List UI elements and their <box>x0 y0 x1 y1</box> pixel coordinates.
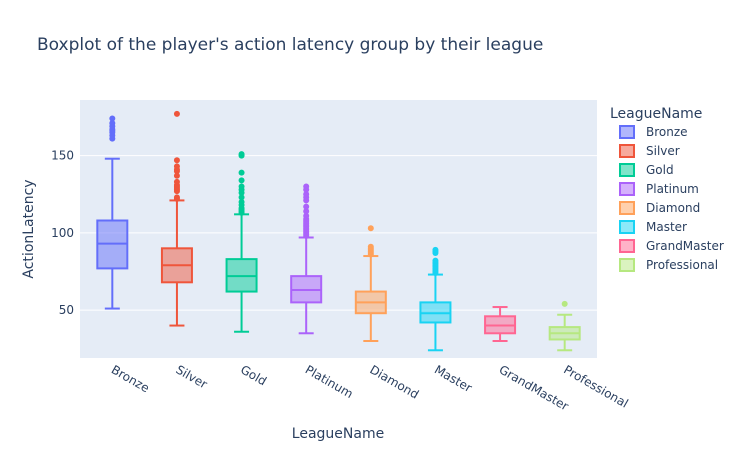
legend: Bronze Silver Gold Platinum Diamond Master Gra… <box>619 125 724 272</box>
x-tick-label: Master <box>432 362 475 395</box>
legend-item-diamond[interactable]: Diamond <box>619 201 700 215</box>
legend-label: Gold <box>646 163 674 177</box>
outlier-point <box>109 115 116 122</box>
y-tick-label: 150 <box>51 149 74 163</box>
legend-swatch <box>619 182 635 196</box>
outlier-point <box>173 194 180 201</box>
box-series <box>96 110 581 352</box>
box-bronze <box>96 115 129 310</box>
x-tick-labels: Bronze Silver Gold Platinum Diamond Master Gra… <box>109 362 631 413</box>
legend-swatch <box>619 163 635 177</box>
x-axis-title: LeagueName <box>292 426 384 442</box>
x-tick-label: Diamond <box>367 362 421 401</box>
outlier-point <box>173 110 180 117</box>
box-grandmaster <box>484 306 517 343</box>
box-silver <box>160 110 193 327</box>
legend-label: Platinum <box>646 182 699 196</box>
legend-swatch <box>619 220 635 234</box>
outlier-point <box>367 243 374 250</box>
y-tick-label: 50 <box>59 303 74 317</box>
legend-item-grandmaster[interactable]: GrandMaster <box>619 239 724 253</box>
outlier-point <box>238 194 245 201</box>
outlier-point <box>432 246 439 253</box>
outlier-point <box>561 300 568 307</box>
legend-title: LeagueName <box>610 106 702 122</box>
x-tick-label: Bronze <box>109 362 152 395</box>
x-tick-label: Platinum <box>303 362 356 401</box>
y-tick-labels: 50 100 150 <box>51 149 74 317</box>
chart-title: Boxplot of the player's action latency g… <box>37 35 543 55</box>
box-diamond <box>354 225 387 343</box>
outlier-point <box>432 257 439 264</box>
y-tick-label: 100 <box>51 226 74 240</box>
outlier-point <box>303 208 310 215</box>
box-master <box>419 246 452 352</box>
y-axis-title: ActionLatency <box>21 179 37 278</box>
legend-item-master[interactable]: Master <box>619 220 687 234</box>
legend-label: Professional <box>646 258 718 272</box>
x-tick-label: Silver <box>173 362 209 391</box>
legend-label: GrandMaster <box>646 239 724 253</box>
legend-swatch <box>619 201 635 215</box>
outlier-point <box>238 183 245 190</box>
outlier-point <box>238 151 245 158</box>
legend-item-gold[interactable]: Gold <box>619 163 674 177</box>
legend-item-professional[interactable]: Professional <box>619 258 718 272</box>
x-tick-label: Gold <box>238 362 269 388</box>
x-tick-label: Professional <box>561 362 630 410</box>
outlier-point <box>238 169 245 176</box>
outlier-point <box>367 225 374 232</box>
outlier-point <box>303 212 310 219</box>
outlier-point <box>238 198 245 205</box>
legend-item-silver[interactable]: Silver <box>619 144 680 158</box>
outlier-point <box>303 191 310 198</box>
outlier-point <box>173 163 180 170</box>
outlier-point <box>303 183 310 190</box>
outlier-point <box>303 203 310 210</box>
legend-swatch <box>619 144 635 158</box>
outlier-point <box>173 172 180 179</box>
box-gold <box>225 151 258 333</box>
outlier-point <box>238 177 245 184</box>
legend-item-bronze[interactable]: Bronze <box>619 125 688 139</box>
outlier-point <box>173 157 180 164</box>
box-platinum <box>290 183 323 335</box>
legend-label: Master <box>646 220 687 234</box>
x-tick-label: GrandMaster <box>497 362 571 413</box>
y-gridlines <box>80 155 597 311</box>
legend-swatch <box>619 239 635 253</box>
legend-swatch <box>619 125 635 139</box>
legend-label: Silver <box>646 144 680 158</box>
box-professional <box>548 300 581 352</box>
plot-background <box>80 100 597 358</box>
legend-label: Diamond <box>646 201 700 215</box>
outlier-point <box>173 178 180 185</box>
legend-item-platinum[interactable]: Platinum <box>619 182 699 196</box>
legend-label: Bronze <box>646 125 688 139</box>
outlier-point <box>109 120 116 127</box>
legend-swatch <box>619 258 635 272</box>
